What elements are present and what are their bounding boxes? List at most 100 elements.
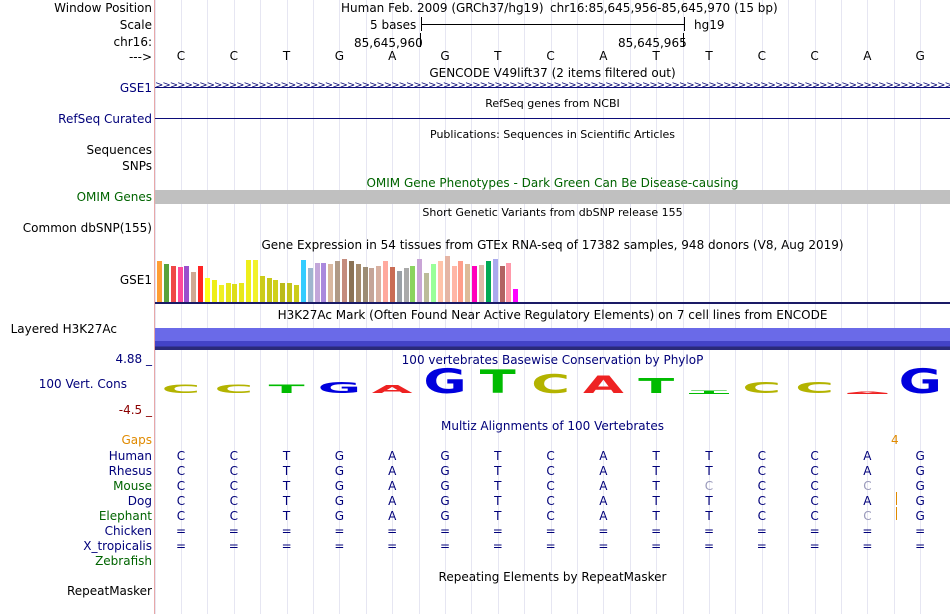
gtex-tissue-bar[interactable] [198,266,204,302]
gtex-tissue-bar[interactable] [417,259,423,302]
gtex-tissue-bar[interactable] [465,264,471,302]
gtex-tissue-bar[interactable] [259,276,265,302]
gtex-tissue-bar[interactable] [287,283,293,302]
alignment-base: T [652,509,660,523]
snps-track-label[interactable]: SNPs [122,159,152,173]
gtex-tissue-bar[interactable] [335,261,341,302]
gtex-tissue-bar[interactable] [328,264,334,302]
gtex-tissue-bar[interactable] [163,264,169,302]
alignment-base: = [228,524,239,538]
refseq-track-label[interactable]: RefSeq Curated [58,112,152,126]
gtex-tissue-bar[interactable] [211,280,217,302]
gtex-tissue-bar[interactable] [191,272,197,302]
dbsnp-track-label[interactable]: Common dbSNP(155) [22,221,152,235]
gtex-tissue-bar[interactable] [506,263,512,302]
gtex-tissue-bar[interactable] [396,271,402,302]
gtex-tissue-bar[interactable] [348,261,354,302]
gtex-bar-chart[interactable] [155,252,950,302]
gtex-tissue-bar[interactable] [499,266,505,302]
scale-label[interactable]: Scale [119,18,152,32]
gtex-tissue-bar[interactable] [451,266,457,302]
alignment-base: C [810,479,819,493]
strand-arrow-label[interactable]: ---> [128,50,152,64]
gtex-tissue-bar[interactable] [492,259,498,302]
chr-label[interactable]: chr16: [113,35,152,49]
alignment-base: G [440,449,450,463]
alignment-base: A [599,479,608,493]
gtex-tissue-bar[interactable] [314,263,320,302]
species-label[interactable]: Chicken [104,524,152,538]
gtex-track-label[interactable]: GSE1 [119,273,152,287]
h3k27ac-signal[interactable] [155,328,950,350]
species-label[interactable]: Zebrafish [95,554,152,568]
reference-base: A [863,49,872,63]
gtex-tissue-bar[interactable] [300,260,306,302]
alignment-base: C [810,494,819,508]
alignment-base: C [810,509,819,523]
gtex-tissue-bar[interactable] [246,260,252,302]
gtex-tissue-bar[interactable] [485,261,491,302]
omim-gene-bar[interactable] [155,190,950,204]
species-label[interactable]: Mouse [113,479,152,493]
grid-line-center [287,0,288,614]
refseq-gene-line[interactable] [155,118,950,119]
gtex-tissue-bar[interactable] [225,283,231,302]
gtex-tissue-bar[interactable] [362,267,368,302]
gtex-tissue-bar[interactable] [321,263,327,302]
repeatmasker-track-label[interactable]: RepeatMasker [66,584,152,598]
gtex-tissue-bar[interactable] [266,278,272,302]
sequences-track-label[interactable]: Sequences [86,143,152,157]
gencode-track-label[interactable]: GSE1 [119,81,152,95]
alignment-base: G [915,479,925,493]
gtex-tissue-bar[interactable] [294,285,299,302]
cons-track-label[interactable]: 100 Vert. Cons [38,377,127,391]
grid-line-center [709,0,710,614]
gtex-tissue-bar[interactable] [204,278,210,302]
gtex-tissue-bar[interactable] [410,266,416,302]
gtex-tissue-bar[interactable] [355,264,361,302]
gtex-tissue-bar[interactable] [280,283,286,302]
alignment-base: = [651,539,662,553]
species-label[interactable]: Elephant [98,509,152,523]
track-data-area[interactable]: Human Feb. 2009 (GRCh37/hg19) chr16:85,6… [155,0,950,614]
alignment-base: C [810,464,819,478]
gtex-tissue-bar[interactable] [478,265,484,302]
alignment-base: G [915,509,925,523]
gtex-tissue-bar[interactable] [157,261,162,302]
gtex-tissue-bar[interactable] [273,280,279,302]
gtex-tissue-bar[interactable] [218,285,224,302]
alignment-base: A [388,494,397,508]
gtex-tissue-bar[interactable] [383,261,389,302]
grid-line-boundary [366,0,367,614]
gtex-tissue-bar[interactable] [437,261,443,302]
gtex-tissue-bar[interactable] [472,266,478,302]
species-label[interactable]: Dog [127,494,152,508]
gtex-tissue-bar[interactable] [403,268,409,302]
omim-track-label[interactable]: OMIM Genes [76,190,152,204]
gtex-tissue-bar[interactable] [252,260,258,302]
species-label[interactable]: Human [108,449,152,463]
cons-logo-letter: C [742,379,781,397]
window-position-label[interactable]: Window Position [54,1,152,15]
species-label[interactable]: X_tropicalis [83,539,152,553]
h3k27ac-track-label[interactable]: Layered H3K27Ac [10,322,117,336]
gtex-tissue-bar[interactable] [376,266,382,302]
gtex-tissue-bar[interactable] [431,264,436,302]
alignment-base: = [809,524,820,538]
gtex-tissue-bar[interactable] [513,289,519,302]
gencode-gene-line[interactable] [155,87,950,88]
gtex-tissue-bar[interactable] [307,268,313,302]
gtex-tissue-bar[interactable] [184,266,190,302]
gtex-tissue-bar[interactable] [232,284,238,302]
gtex-tissue-bar[interactable] [177,267,183,302]
gtex-tissue-bar[interactable] [239,283,245,302]
gtex-tissue-bar[interactable] [170,266,176,302]
species-label[interactable]: Rhesus [108,464,152,478]
gtex-tissue-bar[interactable] [369,268,375,302]
gtex-tissue-bar[interactable] [389,267,395,302]
gtex-tissue-bar[interactable] [458,261,464,302]
gtex-tissue-bar[interactable] [424,273,430,302]
gtex-tissue-bar[interactable] [341,259,347,302]
gtex-tissue-bar[interactable] [444,256,450,302]
